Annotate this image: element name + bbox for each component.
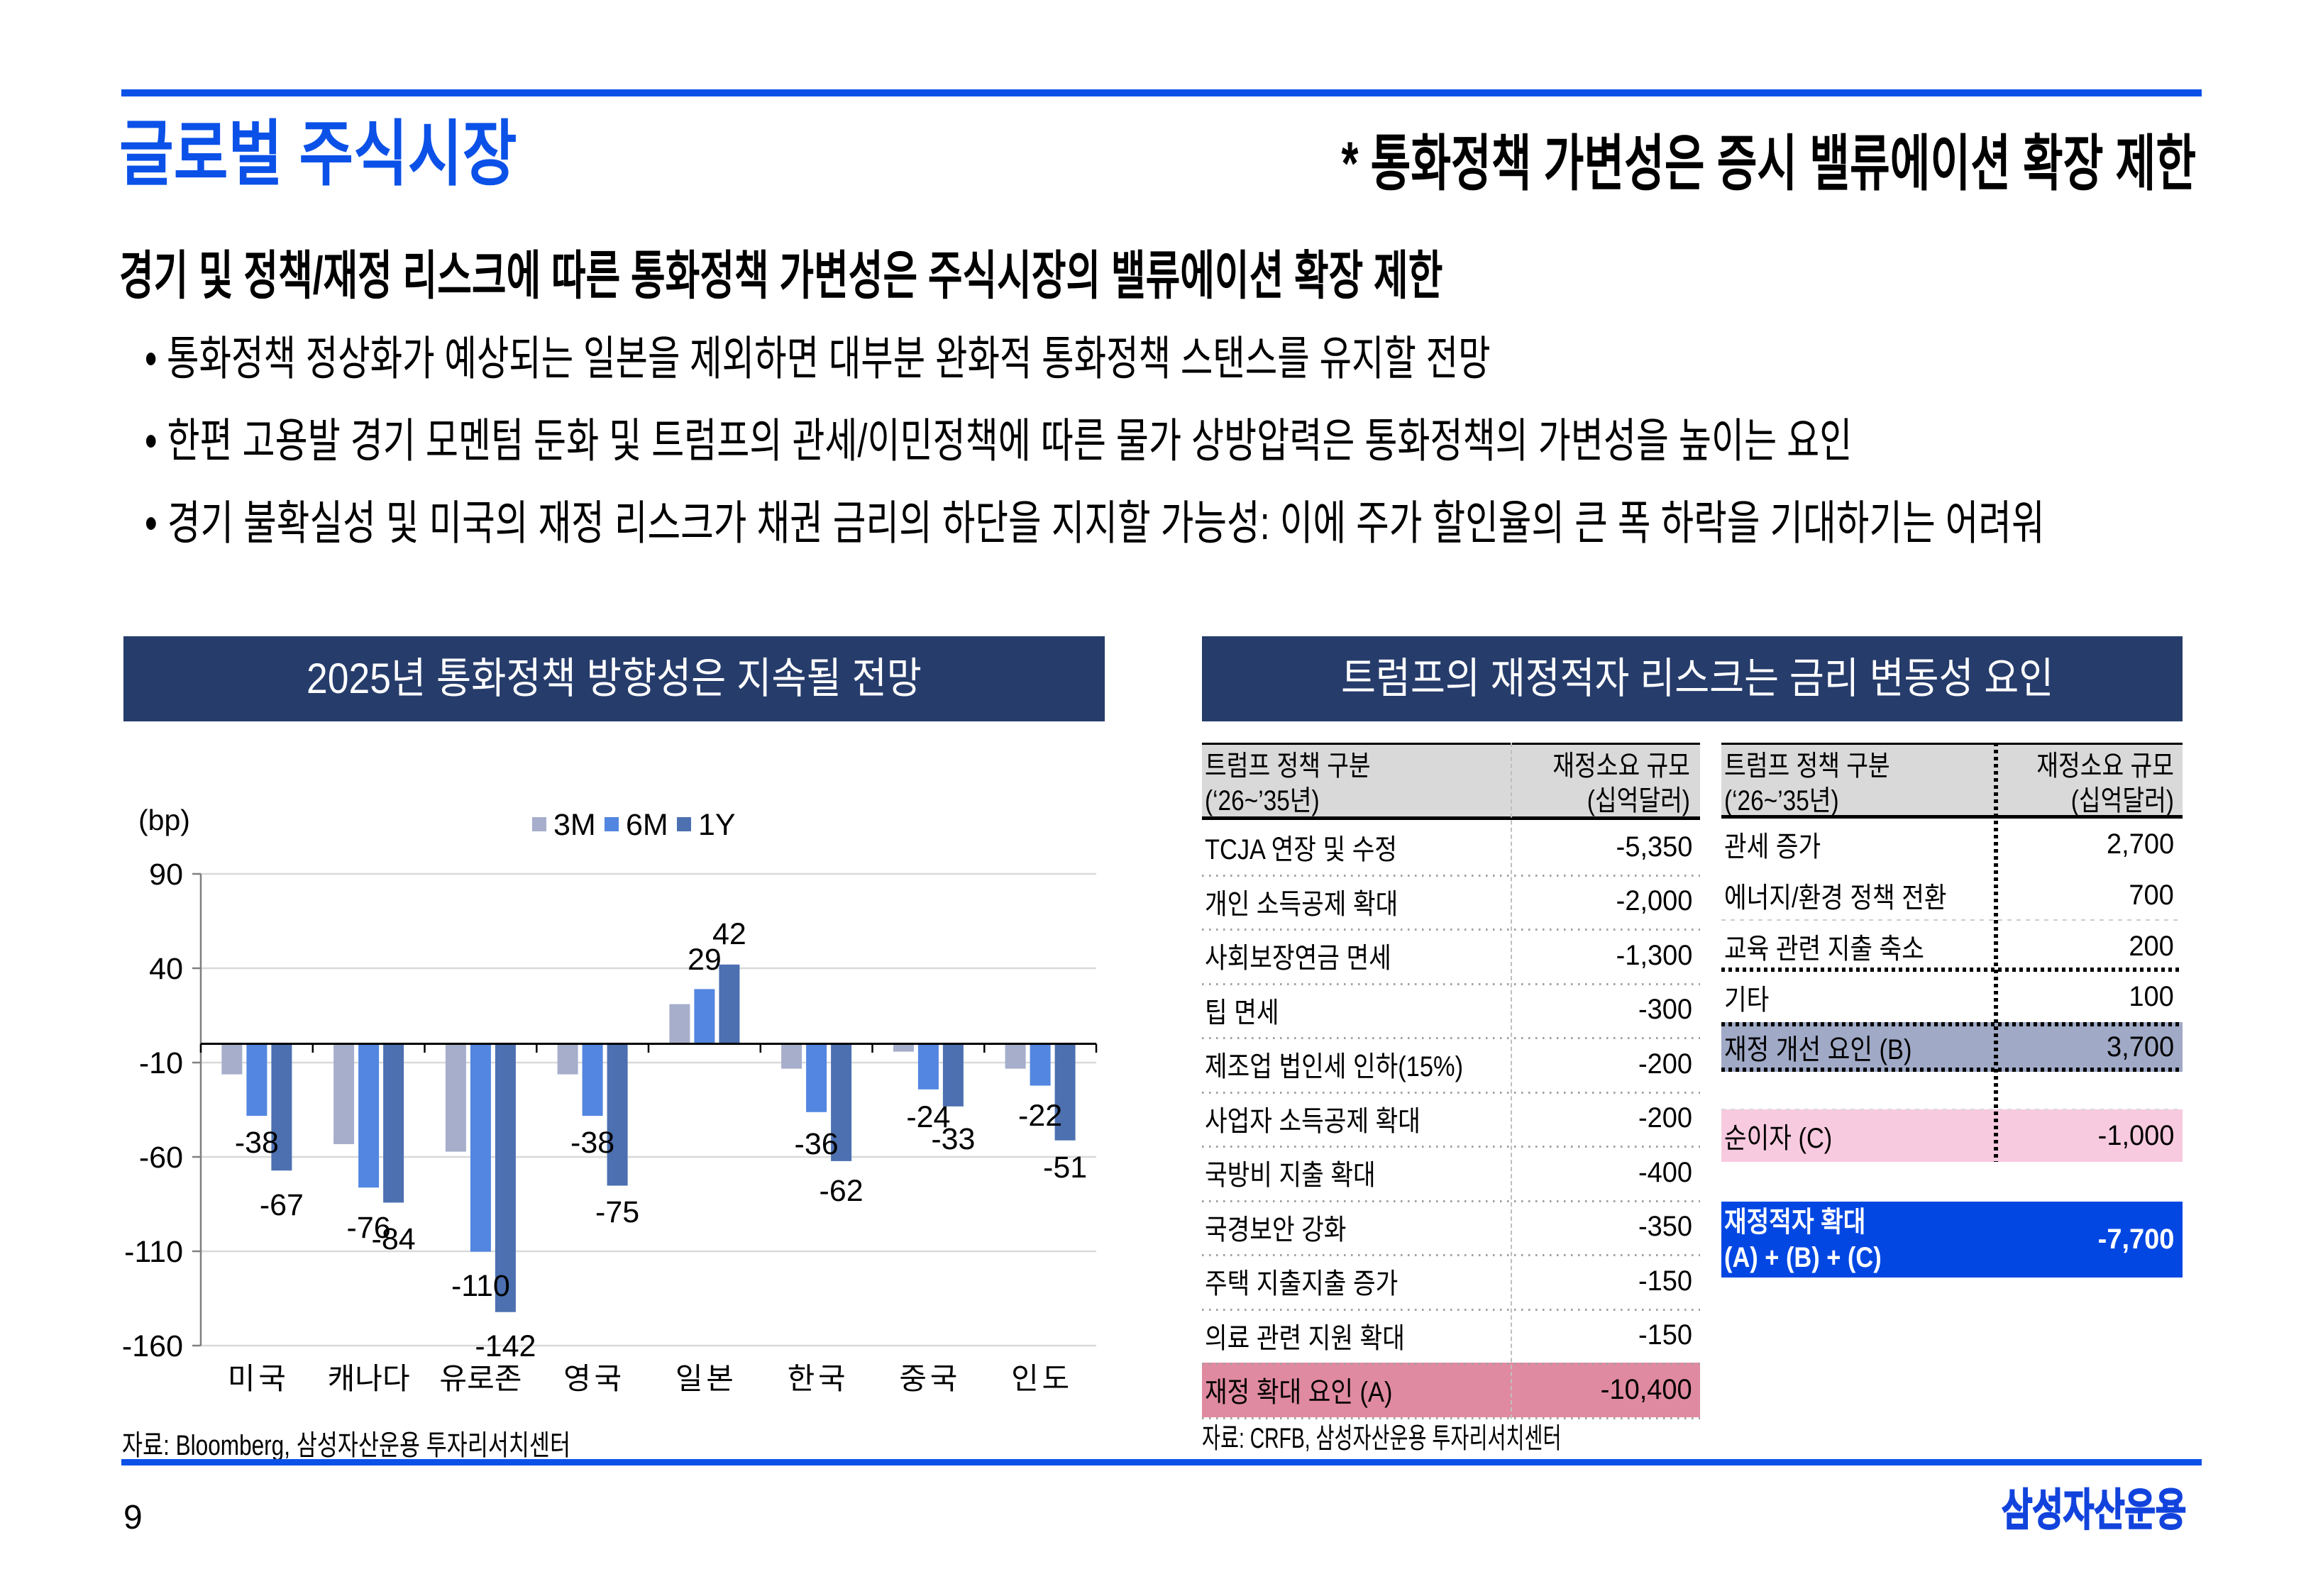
svg-text:-110: -110 <box>124 1235 183 1269</box>
svg-text:-33: -33 <box>931 1122 975 1156</box>
svg-text:(bp): (bp) <box>138 804 190 836</box>
svg-text:-75: -75 <box>595 1195 639 1229</box>
svg-text:-67: -67 <box>260 1188 304 1222</box>
svg-text:29: 29 <box>688 943 722 977</box>
svg-text:-84: -84 <box>372 1222 416 1256</box>
svg-text:-142: -142 <box>475 1329 536 1363</box>
svg-text:-24: -24 <box>906 1100 950 1134</box>
svg-text:6M: 6M <box>626 808 668 842</box>
svg-text:-60: -60 <box>139 1141 183 1175</box>
svg-text:90: 90 <box>149 858 183 892</box>
svg-text:영국: 영국 <box>563 1362 622 1395</box>
svg-text:-10: -10 <box>139 1046 183 1080</box>
svg-text:-36: -36 <box>795 1127 839 1161</box>
svg-text:1Y: 1Y <box>698 808 736 842</box>
svg-text:유로존: 유로존 <box>439 1362 522 1395</box>
svg-text:캐나다: 캐나다 <box>328 1362 410 1395</box>
svg-text:-38: -38 <box>570 1126 614 1160</box>
svg-text:40: 40 <box>149 952 183 986</box>
svg-text:-22: -22 <box>1018 1099 1062 1133</box>
svg-text:42: 42 <box>712 917 746 951</box>
svg-text:-76: -76 <box>347 1211 391 1245</box>
svg-text:한국: 한국 <box>788 1362 846 1395</box>
svg-text:-62: -62 <box>820 1174 864 1208</box>
svg-text:중국: 중국 <box>899 1362 957 1395</box>
svg-text:-110: -110 <box>451 1269 510 1303</box>
svg-text:-51: -51 <box>1043 1151 1087 1185</box>
svg-text:-160: -160 <box>122 1329 183 1363</box>
svg-text:3M: 3M <box>553 808 596 842</box>
svg-text:일본: 일본 <box>675 1362 734 1395</box>
svg-text:인도: 인도 <box>1011 1362 1069 1395</box>
svg-text:미국: 미국 <box>228 1362 286 1395</box>
svg-text:-38: -38 <box>235 1126 279 1160</box>
